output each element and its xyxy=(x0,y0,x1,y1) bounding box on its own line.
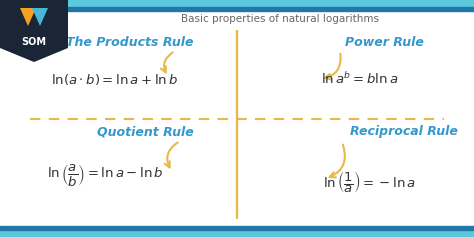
Polygon shape xyxy=(32,8,48,26)
Text: $\ln(a \cdot b) = \ln a + \ln b$: $\ln(a \cdot b) = \ln a + \ln b$ xyxy=(51,72,179,87)
Text: Quotient Rule: Quotient Rule xyxy=(97,126,193,138)
Text: SOM: SOM xyxy=(21,37,46,47)
Polygon shape xyxy=(0,0,68,62)
Text: $\ln \left(\dfrac{1}{a}\right) = -\ln a$: $\ln \left(\dfrac{1}{a}\right) = -\ln a$ xyxy=(323,169,417,195)
Polygon shape xyxy=(20,8,36,26)
Text: Reciprocal Rule: Reciprocal Rule xyxy=(350,126,458,138)
Text: $\ln \left(\dfrac{a}{b}\right) = \ln a - \ln b$: $\ln \left(\dfrac{a}{b}\right) = \ln a -… xyxy=(47,162,163,188)
Text: The Products Rule: The Products Rule xyxy=(66,36,194,49)
Text: $\ln a^{b} = b\ln a$: $\ln a^{b} = b\ln a$ xyxy=(321,71,399,87)
Text: Power Rule: Power Rule xyxy=(345,36,424,49)
Text: Basic properties of natural logarithms: Basic properties of natural logarithms xyxy=(181,14,379,24)
